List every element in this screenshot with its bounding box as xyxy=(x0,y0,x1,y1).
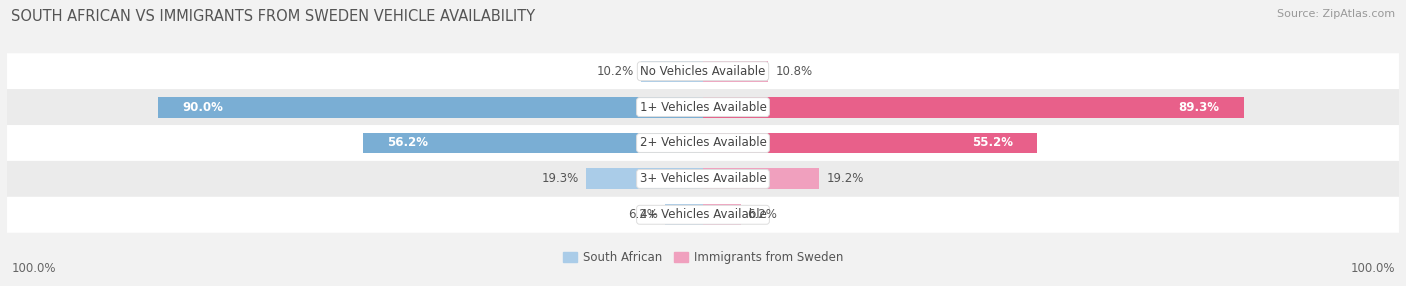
Bar xyxy=(703,168,820,189)
FancyBboxPatch shape xyxy=(7,197,1399,233)
Text: 100.0%: 100.0% xyxy=(11,262,56,275)
Bar xyxy=(586,168,703,189)
Text: 3+ Vehicles Available: 3+ Vehicles Available xyxy=(640,172,766,185)
Text: No Vehicles Available: No Vehicles Available xyxy=(640,65,766,78)
Text: 55.2%: 55.2% xyxy=(972,136,1012,150)
Text: 56.2%: 56.2% xyxy=(387,136,427,150)
Text: 2+ Vehicles Available: 2+ Vehicles Available xyxy=(640,136,766,150)
Text: 10.8%: 10.8% xyxy=(775,65,813,78)
Bar xyxy=(703,133,1038,153)
Text: 19.3%: 19.3% xyxy=(541,172,579,185)
Text: 100.0%: 100.0% xyxy=(1350,262,1395,275)
Text: 10.2%: 10.2% xyxy=(598,65,634,78)
FancyBboxPatch shape xyxy=(7,161,1399,197)
Text: 19.2%: 19.2% xyxy=(827,172,863,185)
Bar xyxy=(641,61,703,82)
FancyBboxPatch shape xyxy=(7,89,1399,125)
Text: 90.0%: 90.0% xyxy=(183,101,224,114)
Bar xyxy=(157,97,703,118)
Text: 6.2%: 6.2% xyxy=(628,208,658,221)
Bar xyxy=(703,97,1244,118)
Bar xyxy=(703,61,769,82)
Text: 4+ Vehicles Available: 4+ Vehicles Available xyxy=(640,208,766,221)
Bar xyxy=(703,204,741,225)
Text: 1+ Vehicles Available: 1+ Vehicles Available xyxy=(640,101,766,114)
Bar xyxy=(665,204,703,225)
Text: SOUTH AFRICAN VS IMMIGRANTS FROM SWEDEN VEHICLE AVAILABILITY: SOUTH AFRICAN VS IMMIGRANTS FROM SWEDEN … xyxy=(11,9,536,23)
Text: Source: ZipAtlas.com: Source: ZipAtlas.com xyxy=(1277,9,1395,19)
Text: 6.2%: 6.2% xyxy=(748,208,778,221)
FancyBboxPatch shape xyxy=(7,53,1399,89)
FancyBboxPatch shape xyxy=(7,125,1399,161)
Legend: South African, Immigrants from Sweden: South African, Immigrants from Sweden xyxy=(558,247,848,269)
Text: 89.3%: 89.3% xyxy=(1178,101,1219,114)
Bar xyxy=(363,133,703,153)
